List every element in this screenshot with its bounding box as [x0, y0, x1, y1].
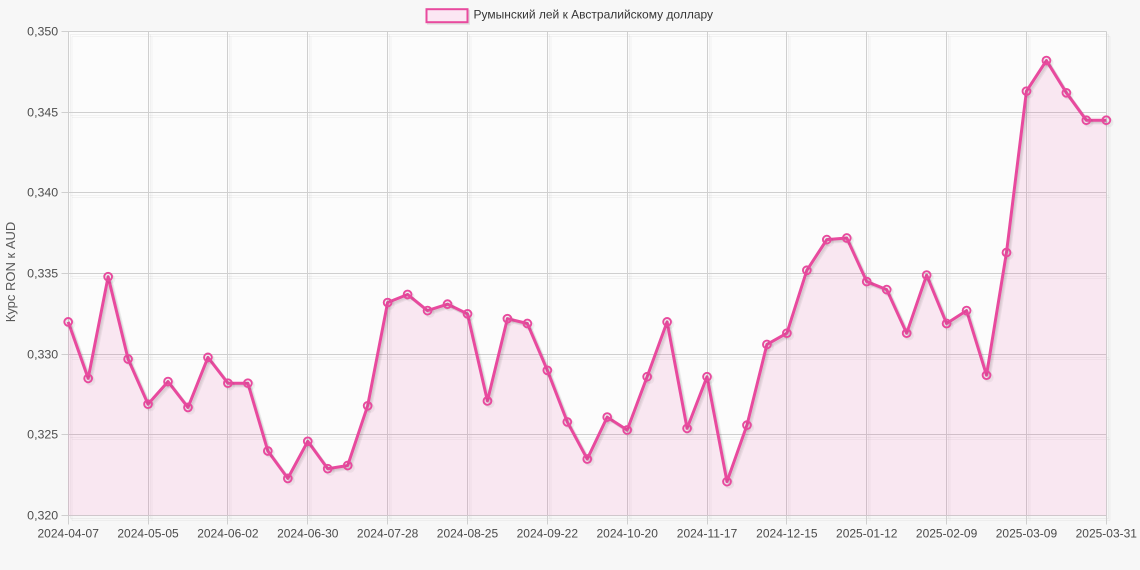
- svg-text:0,320: 0,320: [27, 508, 58, 522]
- svg-text:2024-09-22: 2024-09-22: [517, 527, 579, 541]
- svg-text:0,330: 0,330: [27, 347, 58, 361]
- svg-text:2024-04-07: 2024-04-07: [38, 527, 100, 541]
- svg-text:2024-10-20: 2024-10-20: [596, 527, 658, 541]
- svg-text:2024-06-30: 2024-06-30: [277, 527, 339, 541]
- svg-text:2024-05-05: 2024-05-05: [117, 527, 179, 541]
- svg-text:2024-12-15: 2024-12-15: [756, 527, 818, 541]
- svg-text:0,335: 0,335: [27, 266, 58, 280]
- svg-text:0,345: 0,345: [27, 105, 58, 119]
- svg-text:0,340: 0,340: [27, 185, 58, 199]
- svg-text:0,325: 0,325: [27, 427, 58, 441]
- svg-text:Курс RON к AUD: Курс RON к AUD: [3, 222, 18, 323]
- svg-text:0,350: 0,350: [27, 24, 58, 38]
- svg-text:2024-07-28: 2024-07-28: [357, 527, 419, 541]
- svg-text:2025-01-12: 2025-01-12: [836, 527, 898, 541]
- svg-text:2024-11-17: 2024-11-17: [677, 527, 738, 541]
- svg-text:2024-08-25: 2024-08-25: [437, 527, 499, 541]
- svg-text:2024-06-02: 2024-06-02: [197, 527, 259, 541]
- svg-text:2025-02-09: 2025-02-09: [916, 527, 978, 541]
- svg-text:2025-03-09: 2025-03-09: [996, 527, 1058, 541]
- svg-text:Румынский лей к Австралийскому: Румынский лей к Австралийскому доллару: [474, 8, 714, 22]
- svg-text:2025-03-31: 2025-03-31: [1076, 527, 1138, 541]
